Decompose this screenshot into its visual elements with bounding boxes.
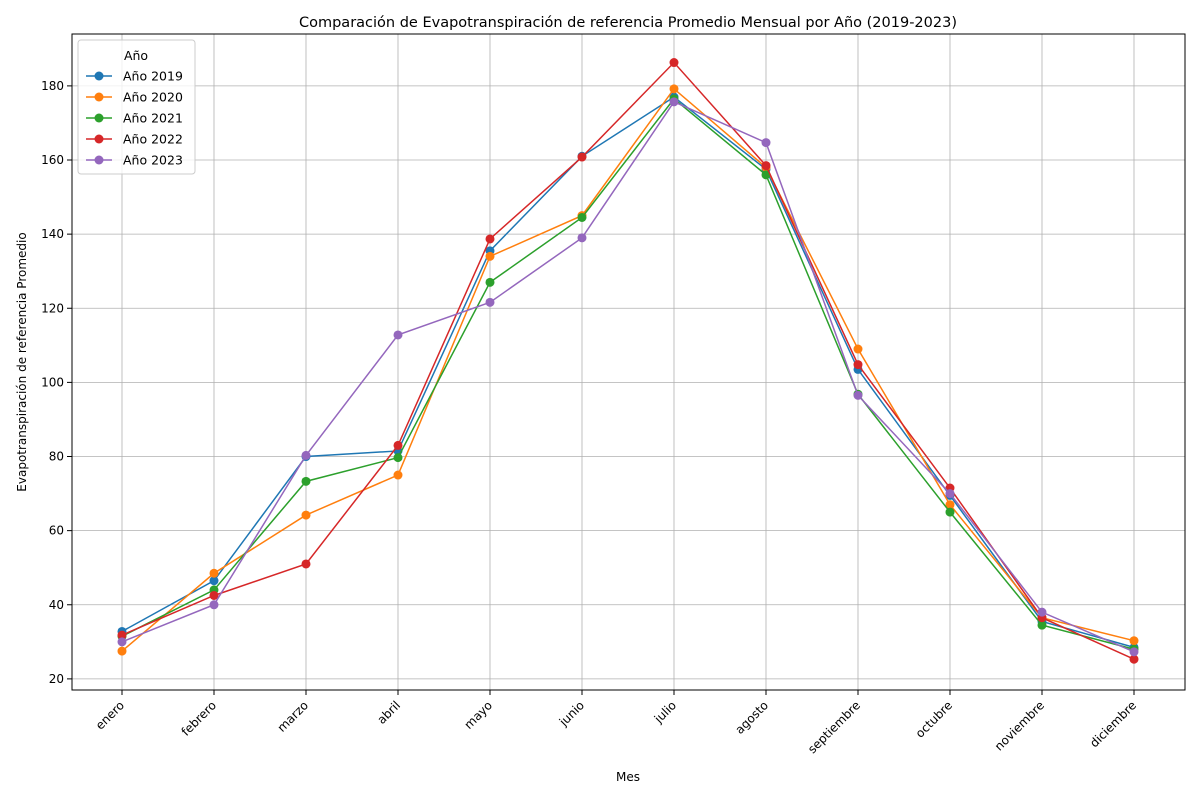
legend-swatch-marker — [94, 134, 104, 144]
legend-swatch-marker — [94, 71, 104, 81]
data-point — [945, 489, 955, 499]
data-point — [1037, 620, 1047, 630]
series-line — [121, 97, 1135, 650]
data-point — [301, 559, 311, 569]
y-tick-label: 100 — [41, 375, 64, 389]
y-tick-label: 60 — [49, 524, 64, 538]
data-point — [209, 600, 219, 610]
plot-area-frame — [71, 33, 1186, 691]
data-point — [669, 97, 679, 107]
data-point — [117, 630, 127, 640]
legend-swatch-marker — [94, 155, 104, 165]
data-point — [393, 470, 403, 480]
data-point — [1129, 647, 1139, 657]
data-point — [209, 590, 219, 600]
data-point — [485, 251, 495, 261]
data-point — [1129, 636, 1139, 646]
legend-item: Año 2019 — [86, 69, 183, 84]
series-line — [121, 96, 1135, 649]
x-axis-label: Mes — [616, 770, 640, 784]
series-line — [121, 61, 1135, 660]
series-layer — [117, 58, 1139, 664]
data-point — [1129, 654, 1139, 664]
y-tick-label: 80 — [49, 450, 64, 464]
legend-item: Año 2020 — [86, 90, 183, 105]
data-point — [853, 360, 863, 370]
legend-item: Año 2023 — [86, 153, 183, 168]
data-point — [577, 152, 587, 162]
legend-label: Año 2021 — [123, 111, 183, 126]
data-point — [761, 138, 771, 148]
data-point — [577, 233, 587, 243]
data-point — [577, 212, 587, 222]
legend-title: Año — [124, 48, 148, 63]
series-line — [121, 87, 1135, 652]
y-axis-label: Evapotranspiración de referencia Promedi… — [15, 232, 29, 491]
data-point — [301, 510, 311, 520]
data-point — [485, 234, 495, 244]
y-tick-label: 140 — [41, 227, 64, 241]
y-tick-label: 20 — [49, 672, 64, 686]
data-point — [761, 170, 771, 180]
data-point — [945, 500, 955, 510]
legend-swatch-marker — [94, 92, 104, 102]
legend-item: Año 2022 — [86, 132, 183, 147]
data-point — [117, 646, 127, 656]
legend-label: Año 2023 — [123, 153, 183, 168]
chart-title: Comparación de Evapotranspiración de ref… — [299, 15, 957, 31]
data-point — [669, 58, 679, 68]
legend-label: Año 2019 — [123, 69, 183, 84]
data-point — [761, 161, 771, 171]
data-point — [117, 637, 127, 647]
legend-item: Año 2021 — [86, 111, 183, 126]
data-point — [301, 476, 311, 486]
y-tick-label: 40 — [49, 598, 64, 612]
data-point — [669, 84, 679, 94]
data-point — [393, 440, 403, 450]
series-5 — [117, 97, 1139, 657]
data-point — [485, 277, 495, 287]
legend-swatch-marker — [94, 113, 104, 123]
data-point — [393, 330, 403, 340]
data-point — [209, 576, 219, 586]
legend-label: Año 2022 — [123, 132, 183, 147]
data-point — [1037, 607, 1047, 617]
legend-frame — [77, 39, 196, 175]
y-tick-label: 120 — [41, 301, 64, 315]
data-point — [209, 568, 219, 578]
y-tick-label: 160 — [41, 153, 64, 167]
data-point — [393, 453, 403, 463]
data-point — [945, 507, 955, 517]
data-point — [853, 390, 863, 400]
data-point — [301, 450, 311, 460]
legend-items: Año 2019 Año 2020 Año 2021 Año 2022 Año 2023 — [86, 69, 183, 168]
series-line — [121, 100, 1135, 653]
legend-label: Año 2020 — [123, 90, 183, 105]
data-point — [485, 297, 495, 307]
y-axis-ticks: 20 40 60 80 100 120 140 160 180 — [41, 79, 72, 686]
y-tick-label: 180 — [41, 79, 64, 93]
data-point — [853, 344, 863, 354]
